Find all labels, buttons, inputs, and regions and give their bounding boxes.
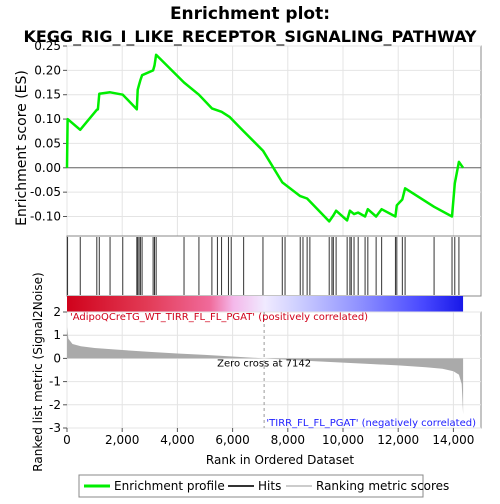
legend-enrichment-label: Enrichment profile [114,479,225,493]
rank-y-tick-label: 2 [53,305,61,319]
negative-correlation-label: 'TIRR_FL_FL_PGAT' (negatively correlated… [266,418,476,429]
es-y-axis-label: Enrichment score (ES) [14,70,30,226]
rank-y-tick-label: -1 [49,375,61,389]
es-y-tick-label: 0.05 [34,136,61,150]
chart-title-line1: Enrichment plot: [170,4,330,24]
chart-title-line2: KEGG_RIG_I_LIKE_RECEPTOR_SIGNALING_PATHW… [23,27,476,46]
x-tick-label: 8,000 [271,433,305,447]
es-y-tick-label: 0.20 [34,63,61,77]
rank-y-axis-label: Ranked list metric (Signal2Noise) [31,272,45,471]
es-y-tick-label: 0.15 [34,88,61,102]
es-y-tick-label: 0.10 [34,112,61,126]
rank-y-tick-label: -3 [49,421,61,435]
es-y-tick-label: 0.00 [34,161,61,175]
es-y-tick-label: -0.05 [30,185,61,199]
x-tick-label: 2,000 [105,433,139,447]
positive-correlation-label: 'AdipoQCreTG_WT_TIRR_FL_FL_PGAT' (positi… [70,312,368,323]
x-axis-label: Rank in Ordered Dataset [206,453,354,467]
es-y-tick-label: 0.25 [34,39,61,53]
x-tick-label: 6,000 [215,433,249,447]
rank-y-tick-label: -2 [49,398,61,412]
x-tick-label: 4,000 [160,433,194,447]
hits-panel-frame [66,235,482,297]
x-tick-label: 0 [63,433,71,447]
enrichment-profile-line [65,53,465,223]
rank-y-tick-label: 1 [53,328,61,342]
ranked-list-color-bar [67,296,464,312]
zero-cross-label: Zero cross at 7142 [217,359,311,370]
rank-panel-frame [66,311,482,429]
legend-hits-label: Hits [258,479,281,493]
x-tick-label: 12,000 [377,433,419,447]
es-y-tick-label: -0.10 [30,210,61,224]
es-panel-frame [66,45,482,237]
legend-ranking-label: Ranking metric scores [316,479,449,493]
x-tick-label: 10,000 [322,433,364,447]
x-tick-label: 14,000 [432,433,474,447]
rank-y-tick-label: 0 [53,351,61,365]
